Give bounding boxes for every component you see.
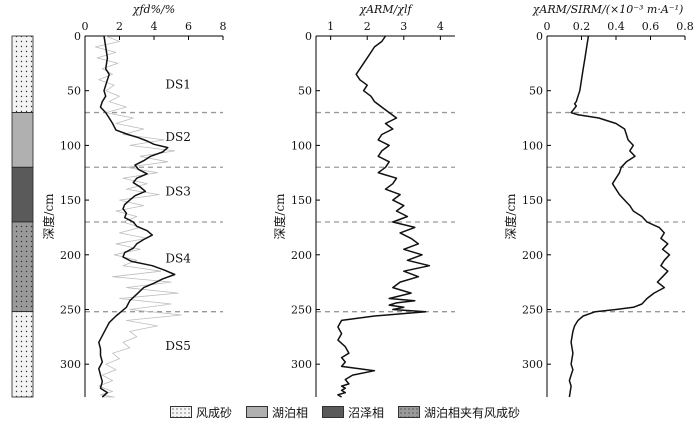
y-tick-label: 300: [291, 358, 312, 371]
legend-swatch-lacustrine-aeolian: [398, 406, 421, 418]
legend-item-swamp: 沼泽相: [322, 404, 384, 421]
legend: 风成砂 湖泊相 沼泽相 湖泊相夹有风成砂: [170, 402, 520, 422]
annotation-ds4: DS4: [165, 251, 191, 265]
x-tick-label: 0.4: [607, 20, 625, 33]
series-line-smoothed-chifd: [98, 35, 176, 398]
panel-arm-sirm: 0 50 100 150 200 250 300 0 0.2 0.4 0.6 0.8 χARM/SIRM…: [503, 3, 694, 398]
panel-arm-lf: 0 50 100 150 200 250 300 1 2 3 4 χARM/χlf 深度/cm: [272, 3, 455, 398]
x-tick-label: 6: [185, 20, 192, 33]
x-tick-label: 4: [151, 20, 158, 33]
y-tick-label: 100: [291, 139, 312, 152]
x-tick-label: 0: [544, 20, 551, 33]
legend-label-aeolian: 风成砂: [196, 405, 233, 420]
x-tick-label: 8: [220, 20, 227, 33]
legend-label-swamp: 沼泽相: [348, 405, 385, 420]
y-tick-label: 200: [60, 249, 81, 262]
legend-item-lacustrine: 湖泊相: [246, 404, 308, 421]
strat-unit-lacustrine: [11, 112, 34, 168]
x-tick-label: 4: [437, 20, 444, 33]
x-tick-label: 0.6: [642, 20, 660, 33]
annotation-ds3: DS3: [165, 185, 190, 199]
y-tick-label: 100: [522, 139, 543, 152]
x-axis-title-chifd: χfd%/%: [132, 3, 175, 16]
legend-item-lacustrine-aeolian: 湖泊相夹有风成砂: [398, 404, 520, 421]
x-axis-title-arm-sirm: χARM/SIRM/(×10⁻³ m·A⁻¹): [532, 3, 684, 16]
y-tick-label: 300: [522, 358, 543, 371]
x-tick-label: 2: [116, 20, 123, 33]
y-tick-label: 100: [60, 139, 81, 152]
x-tick-label: 0.2: [573, 20, 591, 33]
x-tick-label: 2: [364, 20, 371, 33]
y-axis-title-chifd: 深度/cm: [41, 193, 56, 240]
y-tick-label: 150: [60, 194, 81, 207]
y-tick-label: 150: [291, 194, 312, 207]
strat-unit-aeolian-top-dots: [12, 36, 33, 113]
y-tick-label: 250: [291, 303, 312, 316]
x-tick-label: 0: [82, 20, 89, 33]
y-tick-label: 300: [60, 358, 81, 371]
annotation-ds1: DS1: [165, 78, 190, 92]
legend-swatch-lacustrine: [246, 406, 269, 418]
strat-unit-lacustrine-aeolian-dots: [12, 221, 33, 312]
y-axis-title-arm-sirm: 深度/cm: [503, 193, 518, 240]
x-axis-title-arm-lf: χARM/χlf: [358, 3, 413, 16]
annotation-ds5: DS5: [165, 339, 190, 353]
x-tick-label: 1: [327, 20, 334, 33]
series-line-smoothed-arm-sirm: [568, 35, 671, 398]
legend-label-lacustrine-aeolian: 湖泊相夹有风成砂: [424, 405, 521, 420]
y-tick-label: 0: [536, 30, 543, 43]
stratigraphic-column: [11, 35, 34, 398]
series-line-raw-chifd: [94, 35, 183, 398]
legend-label-lacustrine: 湖泊相: [272, 405, 309, 420]
y-tick-label: 50: [529, 85, 543, 98]
x-tick-label: 0.8: [676, 20, 694, 33]
y-tick-label: 0: [74, 30, 81, 43]
y-tick-label: 200: [522, 249, 543, 262]
x-tick-label: 3: [400, 20, 407, 33]
y-tick-label: 50: [298, 85, 312, 98]
y-tick-label: 150: [522, 194, 543, 207]
panel-chifd: 0 50 100 150 200 250 300 0 2 4 6 8 χfd%/% 深度/cm DS1 DS2…: [41, 3, 227, 398]
annotation-ds2: DS2: [165, 130, 190, 144]
strat-unit-swamp: [11, 166, 34, 223]
y-axis-title-arm-lf: 深度/cm: [272, 193, 287, 240]
y-tick-label: 250: [60, 303, 81, 316]
legend-item-aeolian: 风成砂: [170, 404, 232, 421]
legend-swatch-aeolian: [170, 406, 192, 418]
y-tick-label: 250: [522, 303, 543, 316]
y-tick-label: 50: [67, 85, 81, 98]
series-line-smoothed-arm-lf: [337, 35, 431, 398]
y-tick-label: 0: [305, 30, 312, 43]
y-tick-label: 200: [291, 249, 312, 262]
legend-swatch-swamp: [322, 406, 345, 418]
strat-unit-aeolian-bottom-dots: [12, 311, 33, 397]
